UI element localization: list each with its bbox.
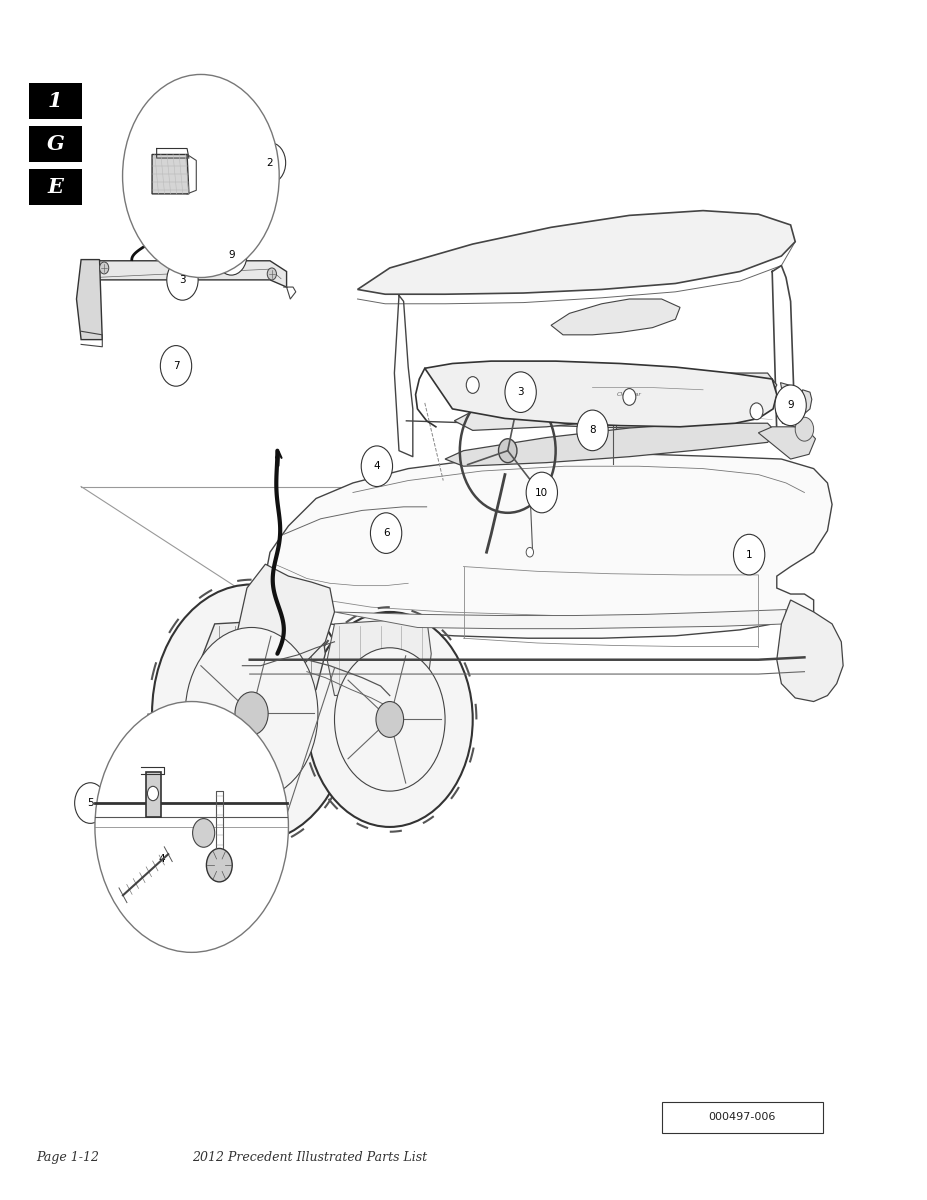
Text: 10: 10 (535, 487, 549, 498)
Circle shape (167, 259, 198, 300)
Circle shape (795, 418, 814, 442)
Polygon shape (77, 259, 102, 340)
Circle shape (499, 439, 517, 463)
Circle shape (160, 346, 192, 386)
Text: 1: 1 (746, 550, 753, 559)
Text: 5: 5 (87, 798, 94, 808)
Text: E: E (47, 176, 63, 197)
Circle shape (623, 389, 636, 406)
Circle shape (122, 74, 279, 277)
Polygon shape (85, 260, 286, 295)
Circle shape (254, 143, 286, 184)
Polygon shape (445, 424, 777, 467)
Circle shape (216, 234, 247, 275)
Circle shape (466, 377, 479, 394)
Text: 4: 4 (374, 461, 380, 472)
Text: ClubCar: ClubCar (616, 392, 641, 397)
FancyBboxPatch shape (29, 169, 82, 205)
Text: 1: 1 (48, 91, 62, 110)
Text: 4: 4 (159, 854, 166, 864)
Circle shape (527, 472, 557, 512)
Polygon shape (758, 427, 816, 460)
FancyBboxPatch shape (29, 83, 82, 119)
Circle shape (505, 372, 537, 413)
Circle shape (220, 260, 229, 272)
Text: 000497-006: 000497-006 (708, 1112, 776, 1122)
Polygon shape (777, 600, 844, 702)
Text: 3: 3 (179, 275, 185, 284)
Polygon shape (454, 373, 777, 431)
Polygon shape (265, 455, 832, 638)
Circle shape (733, 534, 765, 575)
Circle shape (147, 786, 159, 800)
Text: 2: 2 (267, 158, 273, 168)
Polygon shape (781, 383, 801, 402)
Polygon shape (335, 610, 786, 629)
Polygon shape (551, 299, 680, 335)
Polygon shape (327, 618, 431, 696)
Circle shape (75, 782, 106, 823)
Polygon shape (237, 564, 335, 678)
Polygon shape (146, 772, 161, 817)
Text: 6: 6 (383, 528, 389, 538)
Circle shape (371, 512, 401, 553)
Circle shape (775, 385, 806, 426)
Circle shape (152, 584, 351, 842)
Circle shape (193, 818, 215, 847)
Circle shape (185, 628, 318, 799)
Circle shape (146, 839, 178, 880)
Circle shape (95, 702, 288, 953)
Text: 8: 8 (590, 425, 596, 436)
Circle shape (750, 403, 763, 420)
Circle shape (99, 262, 108, 274)
Text: 3: 3 (517, 388, 524, 397)
Circle shape (307, 612, 473, 827)
Text: G: G (46, 133, 64, 154)
FancyBboxPatch shape (662, 1102, 823, 1133)
Text: 9: 9 (228, 250, 235, 260)
Text: 9: 9 (787, 401, 794, 410)
Circle shape (376, 702, 403, 737)
Text: 2012 Precedent Illustrated Parts List: 2012 Precedent Illustrated Parts List (192, 1151, 426, 1164)
Polygon shape (152, 155, 189, 194)
Circle shape (335, 648, 445, 791)
Circle shape (527, 547, 534, 557)
Circle shape (207, 848, 233, 882)
Circle shape (267, 268, 276, 280)
Polygon shape (201, 618, 325, 696)
Circle shape (577, 410, 608, 451)
Polygon shape (425, 361, 777, 427)
FancyBboxPatch shape (29, 126, 82, 162)
Polygon shape (800, 390, 812, 414)
Polygon shape (358, 211, 795, 294)
Text: Page 1-12: Page 1-12 (36, 1151, 99, 1164)
Circle shape (235, 692, 268, 734)
Text: 7: 7 (172, 361, 179, 371)
Circle shape (362, 446, 392, 486)
Polygon shape (781, 409, 799, 428)
